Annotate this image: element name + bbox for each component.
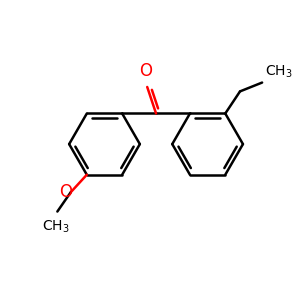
Text: O: O bbox=[59, 183, 72, 201]
Text: CH$_3$: CH$_3$ bbox=[42, 219, 70, 235]
Text: CH$_3$: CH$_3$ bbox=[265, 63, 293, 80]
Text: O: O bbox=[139, 62, 152, 80]
